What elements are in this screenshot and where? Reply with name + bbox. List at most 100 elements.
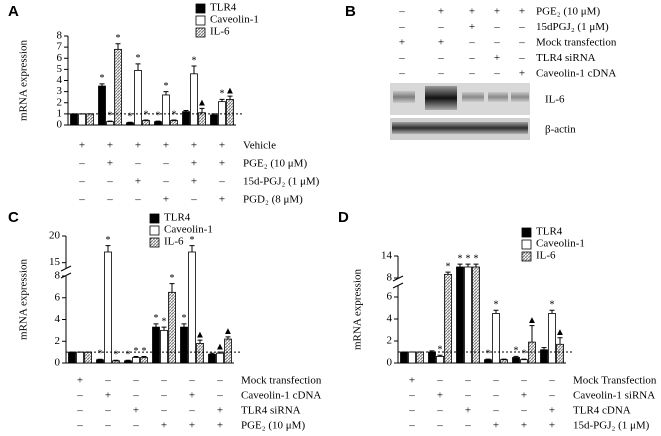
- condition-sign: –: [106, 176, 113, 188]
- bar: [160, 329, 168, 364]
- condition-label: Mock transfection: [536, 37, 617, 49]
- condition-sign: –: [160, 405, 167, 417]
- error-bar: [199, 107, 205, 113]
- y-tick-label: 14: [381, 250, 393, 262]
- error-bar: [143, 119, 149, 121]
- error-bar: [493, 309, 499, 314]
- condition-sign: –: [492, 405, 499, 417]
- error-bar: [135, 63, 141, 71]
- error-bar: [161, 326, 167, 331]
- bar: [208, 353, 216, 364]
- condition-sign: –: [493, 68, 500, 80]
- condition-label: Caveolin-1 cDNA: [536, 68, 616, 80]
- condition-sign: +: [494, 6, 500, 18]
- legend-swatch: [521, 251, 532, 262]
- condition-label: Caveolin-1 siRNA: [573, 390, 655, 402]
- legend-swatch: [195, 27, 206, 38]
- bar: [126, 122, 134, 126]
- panel-label: B: [345, 3, 356, 20]
- bar: [216, 352, 224, 364]
- y-tick-label: 7: [57, 41, 63, 53]
- condition-sign: +: [219, 158, 225, 170]
- significance-mark: *: [486, 348, 491, 359]
- condition-sign: +: [133, 405, 139, 417]
- condition-sign: –: [162, 176, 169, 188]
- significance-mark: *: [126, 350, 131, 361]
- condition-sign: +: [163, 140, 169, 152]
- bar: [548, 313, 556, 364]
- condition-sign: +: [437, 390, 443, 402]
- legend-swatch: [149, 237, 160, 248]
- significance-mark: *: [220, 89, 225, 100]
- condition-sign: –: [398, 21, 405, 33]
- bar: [96, 359, 104, 364]
- y-tick-label: 4: [387, 313, 393, 325]
- condition-sign: +: [77, 375, 83, 387]
- legend-label: Caveolin-1: [210, 14, 259, 26]
- bar: [198, 112, 206, 126]
- significance-mark: *: [438, 345, 443, 356]
- error-bar: [219, 98, 225, 102]
- y-tick-label: 1: [57, 107, 63, 119]
- error-bar: [105, 245, 111, 252]
- condition-sign: +: [469, 21, 475, 33]
- condition-sign: –: [518, 37, 525, 49]
- significance-mark: *: [190, 235, 195, 246]
- condition-sign: +: [135, 176, 141, 188]
- bar: [492, 313, 500, 364]
- condition-sign: –: [437, 52, 444, 64]
- bar: [124, 360, 132, 364]
- condition-sign: –: [78, 176, 85, 188]
- error-bar: [141, 355, 147, 358]
- y-tick-label: 15: [49, 256, 61, 268]
- y-tick-label: 0: [57, 119, 63, 131]
- bar: [512, 357, 520, 364]
- error-bar: [183, 110, 189, 112]
- bar: [68, 351, 76, 364]
- condition-sign: +: [191, 158, 197, 170]
- significance-mark: *: [142, 346, 147, 357]
- condition-sign: –: [132, 390, 139, 402]
- significance-mark: *: [550, 299, 555, 310]
- error-bar: [541, 347, 547, 350]
- condition-sign: +: [469, 6, 475, 18]
- condition-sign: +: [549, 405, 555, 417]
- panel-label: A: [8, 3, 19, 20]
- legend-swatch: [521, 239, 532, 250]
- bar: [154, 121, 162, 126]
- panel-label: C: [8, 209, 19, 226]
- error-bar: [115, 43, 121, 50]
- legend-label: IL-6: [164, 236, 184, 248]
- error-bar: [127, 121, 133, 123]
- condition-sign: –: [548, 390, 555, 402]
- condition-label: PGE₂ (10 μM): [241, 420, 305, 432]
- y-tick-label: 4: [55, 313, 61, 325]
- significance-mark: *: [170, 273, 175, 284]
- bar: [70, 113, 78, 126]
- y-tick-label: 8: [55, 270, 61, 282]
- condition-sign: –: [520, 405, 527, 417]
- condition-sign: –: [160, 390, 167, 402]
- bar: [86, 113, 94, 126]
- error-bar: [163, 91, 169, 95]
- condition-sign: –: [436, 375, 443, 387]
- bar: [472, 266, 480, 364]
- condition-sign: –: [104, 375, 111, 387]
- condition-label: PGE₂ (10 μM): [243, 158, 307, 170]
- bar: [210, 114, 218, 126]
- significance-mark: *: [136, 53, 141, 64]
- significance-mark: ▲: [527, 315, 537, 326]
- bar: [140, 357, 148, 364]
- significance-mark: *: [100, 73, 105, 84]
- significance-mark: ▲: [197, 98, 207, 109]
- bar: [500, 359, 508, 364]
- condition-label: Mock Transfection: [573, 375, 657, 387]
- error-bar: [197, 339, 203, 344]
- significance-mark: ▲: [215, 341, 225, 352]
- condition-sign: –: [408, 390, 415, 402]
- condition-sign: –: [106, 194, 113, 206]
- bar: [134, 70, 142, 126]
- condition-sign: +: [135, 140, 141, 152]
- bar: [188, 251, 196, 364]
- bar: [520, 359, 528, 364]
